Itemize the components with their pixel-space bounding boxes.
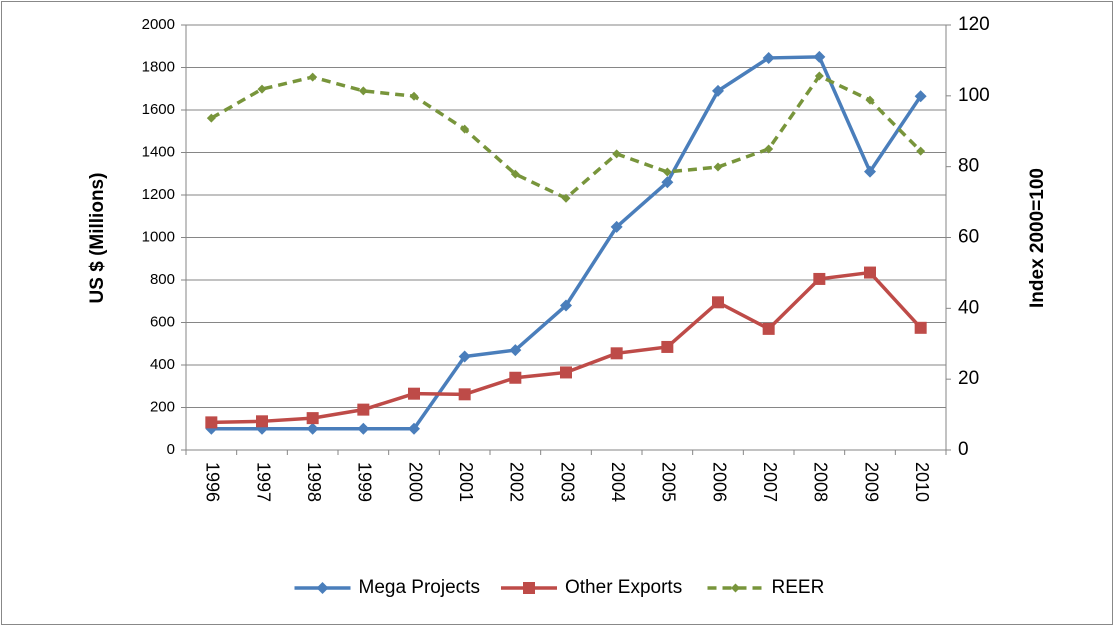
data-point [561,193,571,203]
data-point [560,299,572,312]
data-point [661,340,674,353]
data-point [713,162,723,172]
data-point [916,146,926,156]
x-tick-label: 2002 [507,462,527,502]
legend-label: Mega Projects [359,577,480,598]
data-point [864,266,876,279]
data-point [864,165,876,178]
data-point [306,422,319,435]
y-tick-label: 0 [167,441,175,458]
data-point [460,124,470,134]
y-tick-label: 600 [150,313,175,330]
x-tick-label: 2001 [456,462,476,502]
legend-marker [316,582,329,594]
y2-tick-label: 120 [958,14,990,35]
data-point [914,321,927,334]
x-tick-label: 2008 [811,462,831,502]
y2-tick-label: 20 [958,368,979,389]
data-point [510,169,520,179]
y2-tick-label: 60 [958,227,979,248]
data-point [357,403,370,416]
data-point [610,347,623,360]
data-point [408,422,420,435]
x-tick-label: 2010 [912,462,932,502]
y2-tick-label: 0 [958,439,969,460]
data-point [712,84,724,97]
y-axis-label: US $ (Millions) [87,173,108,304]
data-point [509,344,522,357]
data-point [206,113,216,123]
x-tick-label: 2003 [557,462,577,502]
y-tick-label: 1400 [142,143,175,160]
data-point [662,167,672,177]
data-point [205,416,218,429]
y-tick-label: 1600 [142,101,175,118]
data-point [762,51,775,64]
data-point [306,412,319,425]
y-tick-label: 1000 [142,228,175,245]
legend-marker [523,582,535,594]
y-tick-label: 1800 [142,58,175,75]
data-point [764,144,774,154]
x-tick-label: 1999 [355,462,375,502]
x-tick-label: 1998 [304,462,324,502]
y-tick-label: 200 [150,398,175,415]
x-tick-label: 2007 [760,462,780,502]
x-tick-label: 2000 [405,462,425,502]
data-point [308,72,318,82]
data-point [814,71,824,81]
x-tick-label: 2005 [659,462,679,502]
y2-tick-label: 40 [958,297,979,318]
data-point [865,95,875,105]
data-point [762,322,775,335]
data-point [409,91,419,101]
data-point [257,84,267,94]
data-point [914,90,927,103]
data-point [256,415,268,428]
x-tick-label: 2009 [861,462,881,502]
data-point [509,371,522,384]
data-point [813,272,826,285]
x-tick-label: 1996 [203,462,223,502]
y2-tick-label: 100 [958,85,990,106]
data-point [357,422,370,435]
y-tick-label: 800 [150,271,175,288]
x-tick-label: 2004 [608,462,628,502]
y2-tick-label: 80 [958,156,979,177]
data-point [612,149,622,159]
data-point [408,387,420,400]
data-point [712,296,724,309]
data-point [560,366,572,379]
y-tick-label: 2000 [142,16,175,33]
y-tick-label: 1200 [142,186,175,203]
data-point [458,388,471,401]
legend-label: REER [772,577,825,598]
data-point [610,220,623,233]
data-point [661,176,674,189]
data-point [458,350,471,363]
x-tick-label: 1997 [253,462,273,502]
data-point [358,86,368,96]
legend-label: Other Exports [565,577,682,598]
legend-marker [731,583,740,593]
data-point [813,50,826,63]
y2-axis-label: Index 2000=100 [1027,168,1048,308]
x-tick-label: 2006 [709,462,729,502]
y-tick-label: 400 [150,356,175,373]
